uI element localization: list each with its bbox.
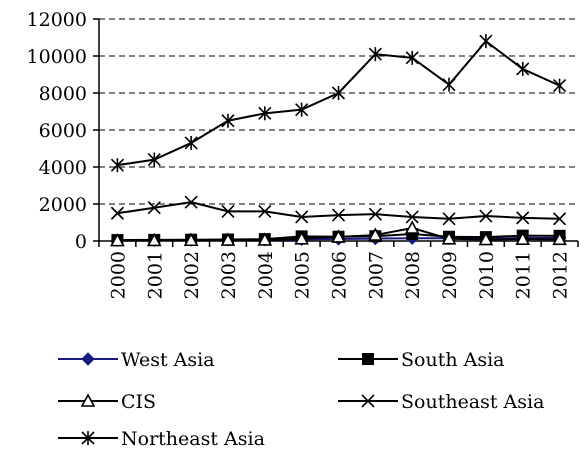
point-cis xyxy=(367,227,383,241)
x-tick-label: 2007 xyxy=(365,251,387,299)
point-cis xyxy=(220,232,236,246)
point-northeast-asia xyxy=(147,152,161,167)
x-marker-stroke xyxy=(361,394,375,408)
x-tick-label: 2010 xyxy=(476,251,498,299)
y-tick-label: 6000 xyxy=(39,120,87,142)
x-marker-stroke xyxy=(295,210,309,224)
y-tick-label: 10000 xyxy=(27,46,87,68)
series-lines xyxy=(110,34,567,248)
point-northeast-asia xyxy=(516,61,530,76)
point-cis xyxy=(257,232,273,246)
y-tick-label: 12000 xyxy=(27,9,87,31)
x-marker-stroke xyxy=(516,211,530,225)
x-marker-stroke xyxy=(184,195,198,209)
legend-marker xyxy=(81,352,95,366)
x-marker-stroke xyxy=(331,208,346,222)
x-marker-stroke xyxy=(553,212,567,226)
point-southeast-asia xyxy=(516,211,530,225)
point-northeast-asia xyxy=(553,78,567,93)
legend-item-cis: CIS xyxy=(58,391,156,413)
legend-item-southeast-asia: Southeast Asia xyxy=(338,391,544,413)
x-marker-stroke xyxy=(258,204,272,218)
legend-marker xyxy=(362,353,374,365)
point-southeast-asia xyxy=(184,195,198,209)
point-cis xyxy=(331,229,346,243)
point-northeast-asia xyxy=(110,158,124,173)
x-marker-stroke xyxy=(368,207,382,221)
point-southeast-asia xyxy=(479,209,493,223)
x-marker-stroke xyxy=(442,212,456,226)
point-northeast-asia xyxy=(258,106,272,121)
legend-label: West Asia xyxy=(121,349,215,371)
x-axis-tick-labels: 2000 2001 2002 2003 2004 2005 2006 2007 2008 2009… xyxy=(107,251,571,299)
point-southeast-asia xyxy=(295,210,309,224)
point-cis xyxy=(183,232,199,247)
point-cis xyxy=(404,220,420,234)
point-northeast-asia xyxy=(331,86,346,100)
x-marker-stroke xyxy=(405,210,419,224)
x-tick-label: 2006 xyxy=(329,251,351,299)
legend: West Asia South Asia CIS Southeast Asia Nort… xyxy=(58,349,544,450)
x-marker-stroke xyxy=(110,206,124,220)
point-cis xyxy=(478,231,494,246)
y-tick-label: 8000 xyxy=(39,83,87,105)
point-southeast-asia xyxy=(110,206,124,220)
x-tick-label: 2008 xyxy=(402,251,424,299)
point-cis xyxy=(441,231,457,245)
point-southeast-asia xyxy=(258,204,272,218)
legend-item-south-asia: South Asia xyxy=(338,349,504,371)
x-tick-label: 2001 xyxy=(144,251,166,299)
point-northeast-asia xyxy=(295,102,309,117)
point-northeast-asia xyxy=(405,50,419,65)
point-southeast-asia xyxy=(221,204,235,218)
x-marker-stroke xyxy=(147,201,161,215)
legend-marker xyxy=(361,394,375,408)
point-northeast-asia xyxy=(442,77,456,92)
x-tick-label: 2003 xyxy=(218,251,240,299)
point-southeast-asia xyxy=(147,201,161,215)
x-tick-label: 2011 xyxy=(513,251,535,299)
legend-marker xyxy=(81,431,95,445)
point-southeast-asia xyxy=(405,210,419,224)
x-marker-stroke xyxy=(221,204,235,218)
x-tick-label: 2004 xyxy=(255,251,277,299)
point-cis xyxy=(294,231,310,245)
y-tick-label: 0 xyxy=(75,231,87,253)
legend-label: CIS xyxy=(121,391,156,413)
point-southeast-asia xyxy=(331,208,346,222)
point-southeast-asia xyxy=(368,207,382,221)
x-tick-label: 2002 xyxy=(181,251,203,299)
point-cis xyxy=(515,231,531,245)
legend-label: South Asia xyxy=(401,349,504,371)
legend-item-west-asia: West Asia xyxy=(58,349,215,371)
point-northeast-asia xyxy=(479,34,493,49)
point-southeast-asia xyxy=(553,212,567,226)
legend-label: Northeast Asia xyxy=(121,428,265,450)
x-tick-label: 2012 xyxy=(550,251,572,299)
x-tick-label: 2009 xyxy=(439,251,461,299)
x-tick-label: 2005 xyxy=(292,251,314,299)
y-tick-label: 2000 xyxy=(39,194,87,216)
y-axis-tick-labels: 0 2000 4000 6000 8000 10000 12000 xyxy=(27,9,87,253)
y-tick-label: 4000 xyxy=(39,157,87,179)
series-line-northeast-asia xyxy=(117,39,560,167)
point-cis xyxy=(552,231,567,246)
point-northeast-asia xyxy=(184,135,198,150)
x-tick-label: 2000 xyxy=(107,251,129,299)
point-southeast-asia xyxy=(442,212,456,226)
point-cis xyxy=(110,232,125,247)
legend-marker xyxy=(80,393,96,407)
point-northeast-asia xyxy=(368,47,382,62)
x-marker-stroke xyxy=(479,209,493,223)
gridlines xyxy=(99,18,578,205)
legend-label: Southeast Asia xyxy=(401,391,544,413)
legend-item-northeast-asia: Northeast Asia xyxy=(58,428,265,450)
point-cis xyxy=(146,232,162,247)
point-northeast-asia xyxy=(221,113,235,128)
series-line-southeast-asia xyxy=(117,201,560,220)
